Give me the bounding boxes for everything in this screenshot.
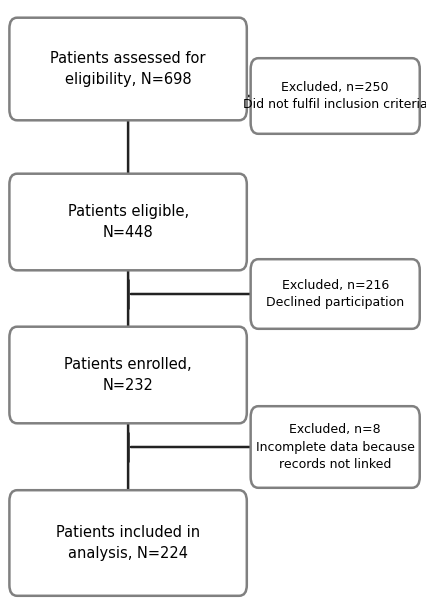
Text: Patients eligible,
N=448: Patients eligible, N=448 (67, 204, 188, 239)
Text: Patients assessed for
eligibility, N=698: Patients assessed for eligibility, N=698 (50, 51, 205, 87)
FancyBboxPatch shape (250, 58, 419, 134)
Text: Excluded, n=8
Incomplete data because
records not linked: Excluded, n=8 Incomplete data because re… (255, 423, 414, 471)
FancyBboxPatch shape (250, 259, 419, 329)
Text: Excluded, n=250
Did not fulfil inclusion criteria: Excluded, n=250 Did not fulfil inclusion… (242, 81, 426, 111)
FancyBboxPatch shape (9, 490, 246, 596)
FancyBboxPatch shape (9, 174, 246, 270)
Text: Patients enrolled,
N=232: Patients enrolled, N=232 (64, 357, 191, 392)
FancyBboxPatch shape (9, 326, 246, 424)
Text: Patients included in
analysis, N=224: Patients included in analysis, N=224 (56, 526, 200, 560)
FancyBboxPatch shape (9, 17, 246, 120)
FancyBboxPatch shape (250, 406, 419, 488)
Text: Excluded, n=216
Declined participation: Excluded, n=216 Declined participation (265, 279, 403, 309)
